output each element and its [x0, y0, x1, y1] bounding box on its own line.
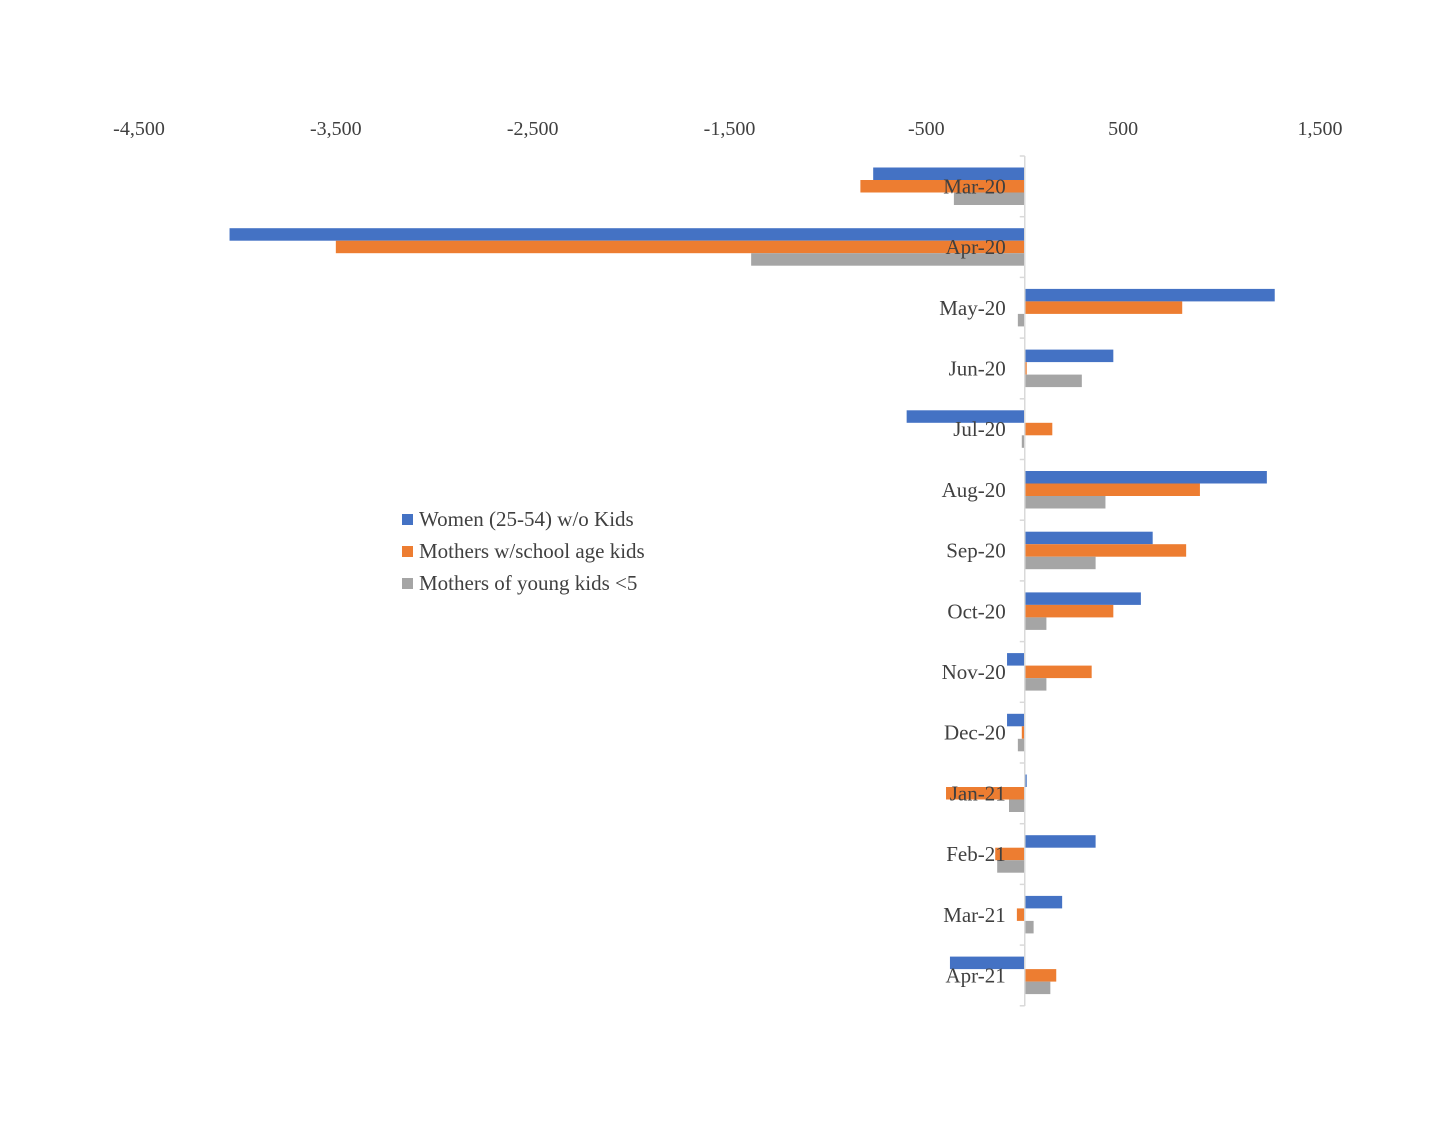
- bar-apr-20-series-2: [751, 253, 1025, 266]
- x-tick-label: 500: [1108, 118, 1138, 140]
- y-category-label: May-20: [939, 296, 1006, 320]
- bar-feb-21-series-1: [995, 847, 1025, 861]
- x-tick-label: -500: [908, 118, 945, 140]
- bar-apr-21-series-2: [1024, 981, 1051, 995]
- bar-aug-20-series-1: [1024, 483, 1200, 496]
- y-category-label: Feb-21: [946, 842, 1006, 866]
- bar-may-20-series-2: [1017, 313, 1025, 327]
- legend-item: Women (25-54) w/o Kids: [402, 503, 645, 535]
- bar-dec-20-series-0: [1007, 713, 1025, 727]
- bar-mar-20-series-1: [860, 180, 1025, 193]
- bar-mar-20-series-0: [873, 167, 1025, 180]
- y-category-label: Sep-20: [946, 539, 1006, 563]
- bar-oct-20-series-1: [1024, 604, 1114, 618]
- bar-may-20-series-1: [1024, 301, 1183, 314]
- bar-jan-21-series-1: [946, 787, 1025, 800]
- y-category-label: Mar-21: [943, 903, 1006, 927]
- bar-jun-20-series-2: [1024, 374, 1082, 388]
- x-tick-label: -1,500: [704, 118, 756, 140]
- bar-may-20-series-0: [1024, 288, 1275, 302]
- bar-apr-20-series-1: [335, 240, 1025, 254]
- legend-item: Mothers of young kids <5: [402, 567, 645, 599]
- y-category-label: Jun-20: [949, 356, 1006, 380]
- x-tick-label: 1,500: [1298, 118, 1343, 140]
- bar-mar-21-series-0: [1024, 895, 1063, 909]
- legend-swatch-2: [402, 577, 413, 589]
- bar-dec-20-series-1: [1021, 726, 1025, 739]
- bar-oct-20-series-0: [1024, 592, 1141, 605]
- y-category-label: Oct-20: [947, 599, 1005, 623]
- bar-nov-20-series-0: [1007, 653, 1025, 666]
- bar-aug-20-series-2: [1024, 496, 1106, 509]
- y-category-label: Mar-20: [943, 174, 1006, 198]
- legend-label: Mothers of young kids <5: [419, 570, 638, 595]
- y-category-label: Dec-20: [944, 721, 1006, 745]
- bar-nov-20-series-2: [1024, 678, 1047, 691]
- y-category-label: Jan-21: [950, 781, 1006, 805]
- bar-mar-20-series-2: [953, 192, 1025, 205]
- bar-jan-21-series-2: [1009, 799, 1025, 812]
- y-category-label: Jul-20: [953, 417, 1006, 441]
- bar-feb-21-series-0: [1024, 835, 1096, 848]
- bar-aug-20-series-0: [1024, 471, 1267, 484]
- legend-swatch-1: [402, 545, 413, 557]
- bar-jul-20-series-1: [1024, 422, 1053, 436]
- bar-nov-20-series-1: [1024, 665, 1092, 679]
- bar-jul-20-series-0: [906, 410, 1025, 423]
- x-tick-label: -4,500: [113, 118, 165, 140]
- bar-sep-20-series-0: [1024, 531, 1153, 545]
- bar-dec-20-series-2: [1017, 738, 1025, 752]
- y-category-label: Aug-20: [942, 478, 1006, 502]
- y-category-label: Apr-20: [946, 235, 1006, 259]
- bar-jul-20-series-2: [1021, 435, 1025, 448]
- legend-label: Mothers w/school age kids: [419, 538, 645, 563]
- bar-apr-20-series-0: [229, 228, 1025, 241]
- bar-oct-20-series-2: [1024, 617, 1047, 630]
- bar-sep-20-series-1: [1024, 544, 1187, 557]
- x-tick-label: -3,500: [310, 118, 362, 140]
- legend-item: Mothers w/school age kids: [402, 535, 645, 567]
- legend: Women (25-54) w/o Kids Mothers w/school …: [402, 503, 645, 599]
- y-category-label: Apr-21: [946, 963, 1006, 987]
- bar-feb-21-series-2: [997, 860, 1025, 873]
- bar-mar-21-series-1: [1016, 908, 1025, 921]
- bar-jun-20-series-1: [1024, 362, 1027, 375]
- bar-jun-20-series-0: [1024, 349, 1114, 363]
- x-tick-label: -2,500: [507, 118, 559, 140]
- legend-swatch-0: [402, 513, 413, 525]
- y-category-label: Nov-20: [942, 660, 1006, 684]
- bar-mar-21-series-2: [1024, 920, 1034, 934]
- bar-jan-21-series-0: [1024, 774, 1027, 787]
- legend-label: Women (25-54) w/o Kids: [419, 506, 634, 531]
- bar-apr-21-series-1: [1024, 969, 1057, 982]
- bar-apr-21-series-0: [949, 956, 1025, 970]
- bar-sep-20-series-2: [1024, 556, 1096, 570]
